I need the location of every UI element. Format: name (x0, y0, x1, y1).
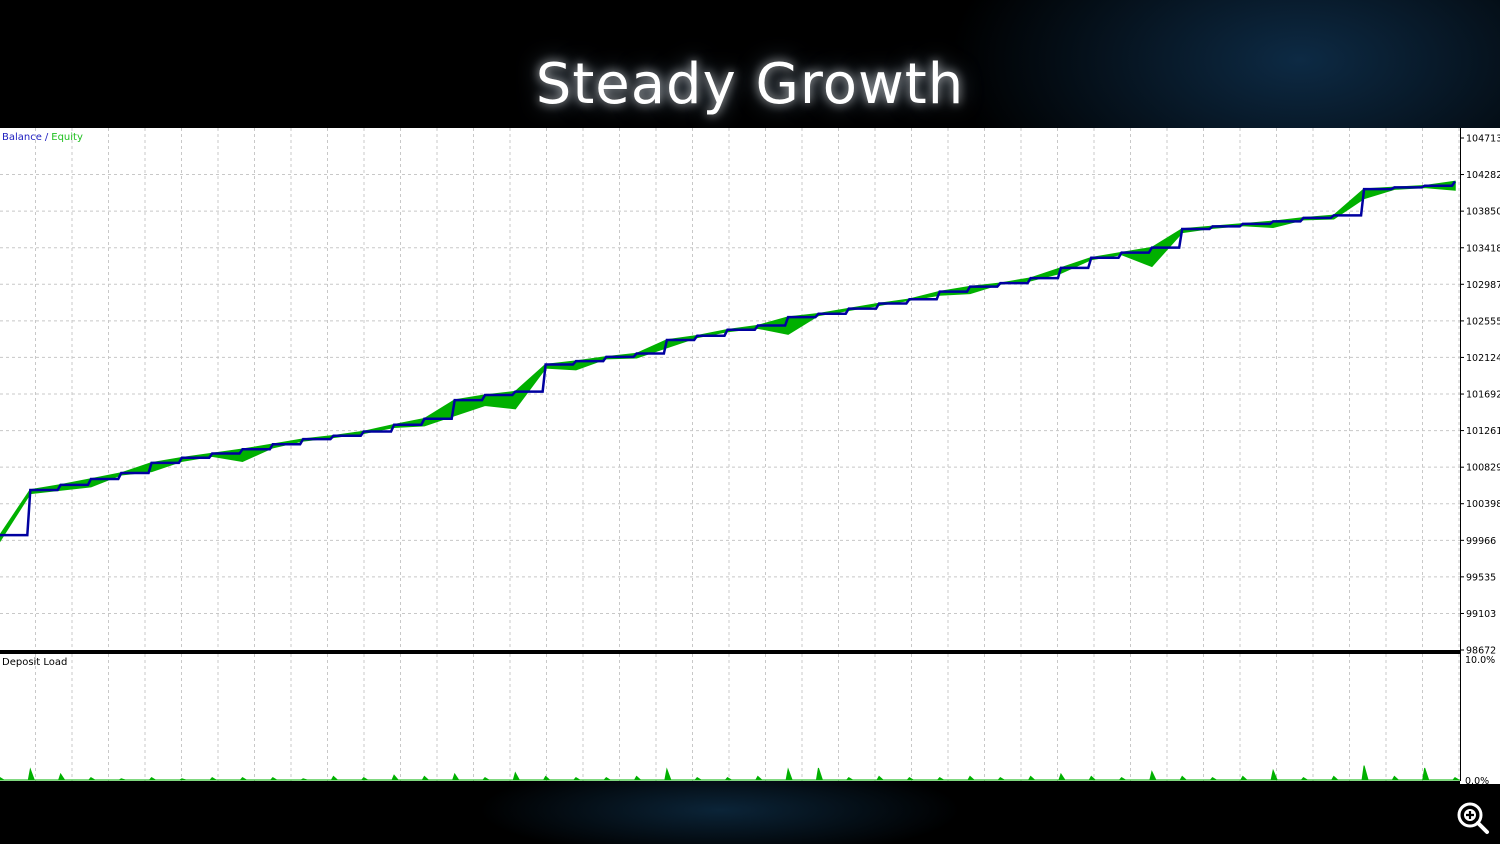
y-tick-label: 98672 (1466, 646, 1496, 657)
y-tick-label: 102124 (1466, 353, 1500, 364)
background-glow (420, 780, 1020, 844)
deposit-load-plot-area (0, 653, 1460, 781)
series-group (0, 180, 1460, 781)
legend-balance: Balance (2, 132, 42, 143)
y-tick-label: 100829 (1466, 463, 1500, 474)
y-tick-label: 100398 (1466, 499, 1500, 510)
deposit-load-tick-label: 10.0% (1465, 655, 1495, 666)
zoom-in-icon[interactable] (1455, 800, 1491, 836)
y-tick-label: 104713 (1466, 134, 1500, 145)
y-tick-label: 101261 (1466, 426, 1500, 437)
deposit-load-label: Deposit Load (2, 657, 67, 668)
y-axis-ticks: 104713 104282 103850 103418 102987 102555 1021… (1460, 134, 1500, 784)
price-axis-area (1460, 128, 1500, 784)
balance-line (0, 180, 1457, 537)
y-tick-label: 99535 (1466, 572, 1496, 583)
main-plot-area (0, 128, 1460, 650)
y-tick-label: 101692 (1466, 390, 1500, 401)
y-tick-label: 99103 (1466, 609, 1496, 620)
y-tick-label: 102555 (1466, 316, 1500, 327)
legend: Balance / Equity (2, 132, 83, 143)
y-tick-label: 103418 (1466, 243, 1500, 254)
balance-equity-chart: 104713 104282 103850 103418 102987 102555 1021… (0, 128, 1500, 784)
grid (0, 128, 1460, 781)
legend-equity: Equity (51, 132, 83, 143)
legend-separator: / (45, 132, 49, 143)
deposit-load-area (0, 765, 1460, 781)
y-tick-label: 99966 (1466, 536, 1496, 547)
page-title: Steady Growth (535, 52, 965, 117)
deposit-load-tick-label: 0.0% (1465, 776, 1489, 784)
y-tick-label: 104282 (1466, 170, 1500, 181)
y-tick-label: 102987 (1466, 280, 1500, 291)
y-tick-label: 103850 (1466, 207, 1500, 218)
